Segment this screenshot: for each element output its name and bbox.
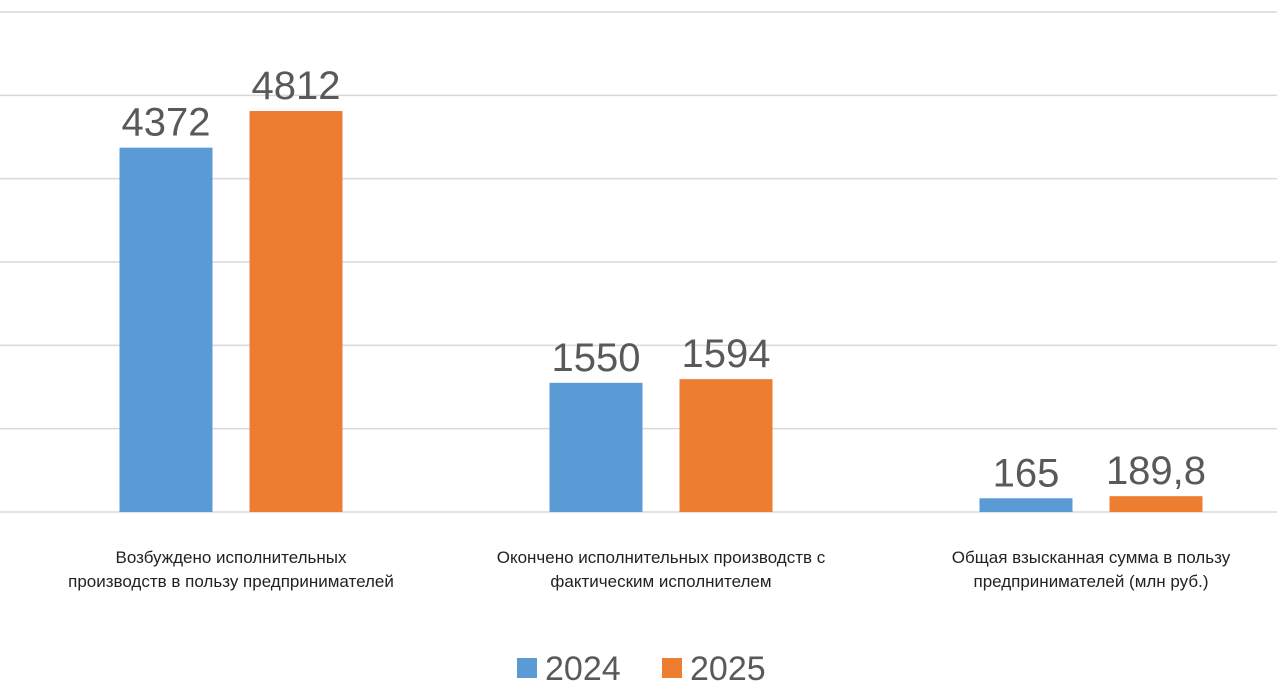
legend-label: 2024 (545, 650, 621, 683)
x-tick-label: Окончено исполнительных производств с фа… (496, 548, 826, 591)
bar (979, 498, 1073, 512)
value-label: 1594 (682, 332, 771, 376)
value-label: 189,8 (1106, 449, 1206, 493)
x-tick-label: Возбуждено исполнительных производств в … (68, 548, 394, 591)
value-label: 4812 (252, 64, 341, 108)
value-label: 1550 (552, 336, 641, 380)
bar (119, 147, 213, 512)
legend-label: 2025 (690, 650, 766, 683)
value-label: 4372 (122, 101, 211, 145)
bar (249, 111, 343, 512)
bar (679, 379, 773, 512)
bar (1109, 496, 1203, 512)
legend-swatch (662, 658, 682, 678)
value-label: 165 (993, 451, 1060, 495)
legend-swatch (517, 658, 537, 678)
x-tick-label: Общая взысканная сумма в пользу предприн… (951, 548, 1231, 591)
bar (549, 382, 643, 512)
